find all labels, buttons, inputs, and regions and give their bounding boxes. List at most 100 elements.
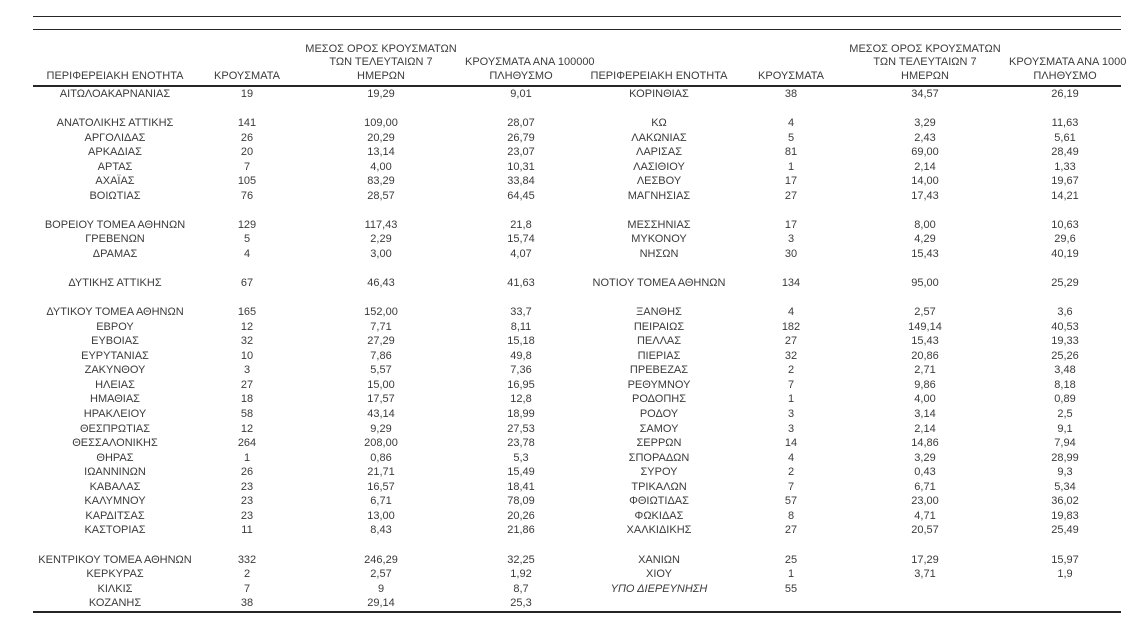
value-cell: 20,26 — [507, 509, 535, 522]
value-cell: 43,14 — [367, 408, 395, 421]
value-cell: 69,00 — [911, 146, 939, 159]
cases-header-label: ΚΡΟΥΣΜΑΤΑ — [214, 69, 280, 82]
row-half-right: ΞΑΝΘΗΣ 4 2,57 3,6 — [577, 305, 1121, 320]
value-cell: 55 — [784, 582, 798, 595]
value-cell: 117,43 — [364, 218, 398, 231]
value-cell — [841, 291, 1009, 306]
row-half-left: ΓΡΕΒΕΝΩΝ 5 2,29 15,74 — [33, 232, 577, 247]
region-cell — [577, 102, 741, 117]
region-cell: ΝΗΣΩΝ — [639, 248, 679, 261]
value-cell: 40,19 — [1051, 248, 1079, 261]
region-cell — [577, 262, 741, 277]
region-cell: ΗΛΕΙΑΣ — [95, 378, 135, 391]
value-cell: 1 — [787, 393, 795, 406]
value-cell: 38 — [240, 597, 254, 610]
value-cell: 83,29 — [367, 175, 395, 188]
row-half-right: ΡΟΔΟΠΗΣ 1 4,00 0,89 — [577, 392, 1121, 407]
value-cell: 29,6 — [1054, 233, 1076, 246]
value-cell — [1009, 596, 1121, 611]
value-cell: 3,14 — [914, 408, 936, 421]
value-cell: 2,14 — [914, 422, 936, 435]
value-cell: 11,63 — [1051, 117, 1079, 130]
region-cell: ΗΜΑΘΙΑΣ — [90, 393, 140, 406]
value-cell: 2,43 — [914, 131, 936, 144]
cases-header-label: ΚΡΟΥΣΜΑΤΑ — [758, 69, 824, 82]
row-half-left: ΗΜΑΘΙΑΣ 18 17,57 12,8 — [33, 392, 577, 407]
row-half-right — [577, 203, 1121, 218]
row-half-right: ΣΠΟΡΑΔΩΝ 4 3,29 28,99 — [577, 451, 1121, 466]
value-cell: 25,29 — [1051, 277, 1079, 290]
value-cell: 13,00 — [367, 509, 395, 522]
value-cell: 2,57 — [914, 306, 936, 319]
value-cell: 6,71 — [914, 480, 936, 493]
value-cell — [465, 291, 577, 306]
value-cell: 27 — [240, 378, 254, 391]
value-cell: 9,86 — [914, 378, 936, 391]
top-rule-2 — [33, 29, 1121, 30]
value-cell: 4,07 — [510, 248, 532, 261]
region-cell: ΚΕΡΚΥΡΑΣ — [86, 568, 144, 581]
value-cell: 1 — [787, 568, 795, 581]
value-cell: 4,71 — [914, 509, 936, 522]
per100k-header: ΚΡΟΥΣΜΑΤΑ ΑΝΑ 100000 ΠΛΗΘΥΣΜΟ — [465, 56, 595, 83]
region-cell: ΜΥΚΟΝΟΥ — [631, 233, 687, 246]
region-cell — [577, 538, 741, 553]
table-row: ΑΧΑΪΑΣ 105 83,29 33,84 ΛΕΣΒΟΥ 17 14,00 19,67 — [33, 174, 1121, 189]
value-cell — [741, 102, 841, 117]
value-cell: 3,71 — [914, 568, 936, 581]
table-header: ΠΕΡΙΦΕΡΕΙΑΚΗ ΕΝΟΤΗΤΑ ΚΡΟΥΣΜΑΤΑ ΜΕΣΟΣ ΟΡΟ… — [33, 30, 1126, 85]
table-row: ΗΜΑΘΙΑΣ 18 17,57 12,8 ΡΟΔΟΠΗΣ 1 4,00 0,89 — [33, 392, 1121, 407]
row-half-right: ΜΑΓΝΗΣΙΑΣ 27 17,43 14,21 — [577, 189, 1121, 204]
value-cell: 19,67 — [1051, 175, 1079, 188]
row-half-left: ΕΥΒΟΙΑΣ 32 27,29 15,18 — [33, 334, 577, 349]
row-half-left: ΙΩΑΝΝΙΝΩΝ 26 21,71 15,49 — [33, 465, 577, 480]
value-cell: 81 — [784, 146, 798, 159]
value-cell: 33,84 — [507, 175, 535, 188]
value-cell: 208,00 — [364, 437, 398, 450]
region-cell: ΔΥΤΙΚΟΥ ΤΟΜΕΑ ΑΘΗΝΩΝ — [46, 306, 184, 319]
value-cell: 15,97 — [1051, 553, 1079, 566]
value-cell: 2,14 — [914, 160, 936, 173]
row-half-left — [33, 203, 577, 218]
region-cell: ΚΟΖΑΝΗΣ — [88, 597, 142, 610]
region-cell: ΣΠΟΡΑΔΩΝ — [628, 451, 690, 464]
value-cell: 105 — [237, 175, 257, 188]
table-row: ΘΕΣΠΡΩΤΙΑΣ 12 9,29 27,53 ΣΑΜΟΥ 3 2,14 9,1 — [33, 422, 1121, 437]
row-half-right: ΧΑΛΚΙΔΙΚΗΣ 27 20,57 25,49 — [577, 523, 1121, 538]
table-row — [33, 102, 1121, 117]
value-cell: 109,00 — [364, 117, 398, 130]
avg7-header: ΜΕΣΟΣ ΟΡΟΣ ΚΡΟΥΣΜΑΤΩΝ ΤΩΝ ΤΕΛΕΥΤΑΙΩΝ 7 Η… — [297, 43, 465, 84]
cases-header: ΚΡΟΥΣΜΑΤΑ — [741, 70, 841, 84]
row-half-left: ΔΥΤΙΚΟΥ ΤΟΜΕΑ ΑΘΗΝΩΝ 165 152,00 33,7 — [33, 305, 577, 320]
value-cell: 3 — [787, 408, 795, 421]
region-cell: ΜΑΓΝΗΣΙΑΣ — [627, 189, 691, 202]
value-cell: 23,07 — [507, 146, 535, 159]
header-half-right: ΠΕΡΙΦΕΡΕΙΑΚΗ ΕΝΟΤΗΤΑ ΚΡΟΥΣΜΑΤΑ ΜΕΣΟΣ ΟΡΟ… — [577, 30, 1126, 84]
value-cell: 1,9 — [1057, 568, 1073, 581]
value-cell: 10,31 — [507, 160, 535, 173]
avg7-header-line3: ΗΜΕΡΩΝ — [357, 69, 405, 82]
row-half-right: ΠΕΙΡΑΙΩΣ 182 149,14 40,53 — [577, 320, 1121, 335]
table-row — [33, 291, 1121, 306]
value-cell: 58 — [240, 408, 254, 421]
region-cell: ΑΡΤΑΣ — [97, 160, 133, 173]
value-cell: 27 — [784, 189, 798, 202]
value-cell: 27,29 — [367, 335, 395, 348]
value-cell: 18 — [240, 393, 254, 406]
value-cell — [297, 262, 465, 277]
region-header-label: ΠΕΡΙΦΕΡΕΙΑΚΗ ΕΝΟΤΗΤΑ — [590, 69, 728, 82]
value-cell: 8,11 — [510, 320, 532, 333]
value-cell: 26 — [240, 466, 254, 479]
value-cell: 25,49 — [1051, 524, 1079, 537]
value-cell: 29,14 — [367, 597, 395, 610]
value-cell: 4 — [243, 248, 251, 261]
value-cell: 13,14 — [367, 146, 395, 159]
value-cell: 19,33 — [1051, 335, 1079, 348]
row-half-left: ΑΧΑΪΑΣ 105 83,29 33,84 — [33, 174, 577, 189]
value-cell: 4 — [787, 117, 795, 130]
value-cell: 76 — [240, 189, 254, 202]
value-cell — [841, 596, 1009, 611]
value-cell: 12,8 — [510, 393, 532, 406]
cases-table: ΠΕΡΙΦΕΡΕΙΑΚΗ ΕΝΟΤΗΤΑ ΚΡΟΥΣΜΑΤΑ ΜΕΣΟΣ ΟΡΟ… — [33, 0, 1126, 613]
